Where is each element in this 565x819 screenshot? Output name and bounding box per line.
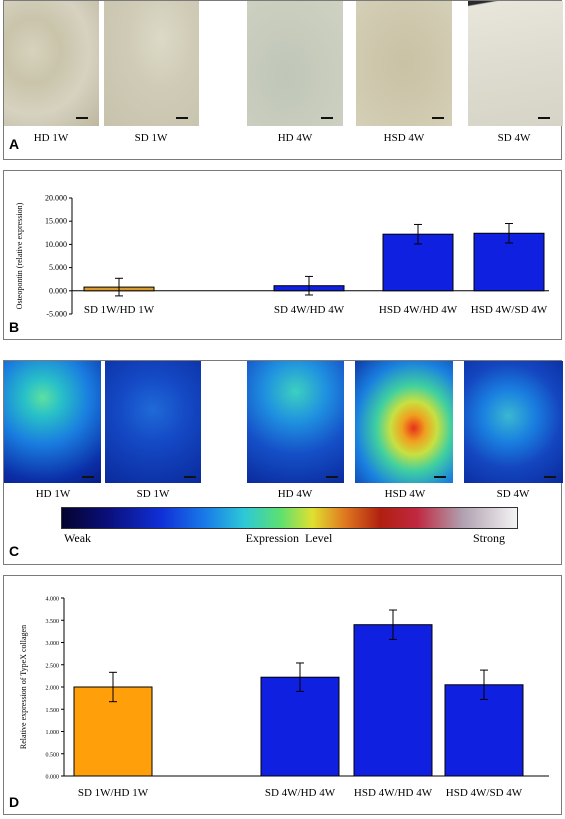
caption-hd4w: HD 4W [277,488,313,500]
caption-hsd4w: HSD 4W [384,488,426,500]
category-label: SD 4W/HD 4W [265,787,336,799]
y-tick-label: 20.000 [45,194,67,203]
category-label: SD 4W/HD 4W [274,304,345,316]
panel-d: 0.000 0.500 1.000 1.500 2.000 2.500 3.000 3.500… [3,575,562,815]
osteopontin-chart: -5.000 0.000 5.000 10.000 15.000 20.000 Osteop… [15,194,549,319]
scale-bar [82,476,94,478]
caption-sd4w: SD 4W [496,488,530,500]
y-tick-label: 3.500 [46,619,60,625]
y-tick-label: 4.000 [46,597,60,603]
y-tick-label: 1.000 [46,730,60,736]
caption-sd4w: SD 4W [497,132,531,144]
caption-hsd4w: HSD 4W [383,132,425,144]
scale-bar [432,117,444,119]
micrograph-a-sd1w [104,1,199,126]
colorbar-weak-label: Weak [64,531,92,545]
y-tick-label: 2.500 [46,663,60,669]
category-label: HSD 4W/SD 4W [446,787,523,799]
category-label: SD 1W/HD 1W [84,304,155,316]
y-tick-label: 15.000 [45,217,67,226]
heatmap-c-hsd4w [355,361,453,483]
panel-label: D [9,794,20,810]
y-axis-label: Osteopontin (relative expression) [15,202,24,309]
caption-hd1w: HD 1W [33,132,69,144]
y-tick-label: 1.500 [46,708,60,714]
heatmap-c-hd1w [4,361,101,483]
heatmap-c-sd4w [464,361,563,483]
caption-hd4w: HD 4W [277,132,313,144]
scale-bar [321,117,333,119]
micrograph-a-sd4w [468,1,563,126]
bar [473,232,545,292]
scale-bar [326,476,338,478]
panel-b: -5.000 0.000 5.000 10.000 15.000 20.000 Osteop… [3,170,562,340]
caption-sd1w: SD 1W [134,132,168,144]
scale-bar [538,117,550,119]
scale-bar [184,476,196,478]
heatmap-c-sd1w [105,361,201,483]
bar [353,624,433,777]
y-tick-label: 0.000 [46,775,60,781]
y-tick-label: 2.000 [46,686,60,692]
panel-label: A [9,136,20,152]
heatmap-c-hd4w [247,361,344,483]
category-label: SD 1W/HD 1W [78,787,149,799]
caption-sd1w: SD 1W [136,488,170,500]
micrograph-a-hd4w [247,1,343,126]
micrograph-a-hsd4w [356,1,452,126]
scale-bar [176,117,188,119]
bar [382,233,454,292]
bar [260,676,340,777]
y-axis-label: Relative expression of TypeX collagen [19,625,28,749]
panel-a: A HD 1W SD 1W HD 4W HSD 4W SD 4W [3,0,563,160]
category-label: HSD 4W/SD 4W [471,304,548,316]
y-tick-label: 10.000 [45,240,67,249]
panel-label: C [9,543,20,559]
scale-bar [76,117,88,119]
y-tick-label: 3.000 [46,641,60,647]
colorbar-strong-label: Strong [472,531,505,545]
panel-c: HD 1W SD 1W HD 4W HSD 4W SD 4W Weak Expr… [3,360,563,565]
panel-label: B [9,319,20,335]
y-tick-label: -5.000 [46,310,67,319]
category-label: HSD 4W/HD 4W [354,787,433,799]
scale-bar [434,476,446,478]
micrograph-a-hd1w [4,1,99,126]
y-tick-label: 0.500 [46,752,60,758]
y-tick-label: 0.000 [49,286,67,295]
colorbar-mid-label: Expression Level [245,531,333,545]
y-tick-label: 5.000 [49,263,67,272]
typex-collagen-chart: 0.000 0.500 1.000 1.500 2.000 2.500 3.000 3.500… [19,597,549,799]
expression-colorbar [61,507,518,529]
scale-bar [544,476,556,478]
caption-hd1w: HD 1W [35,488,71,500]
category-label: HSD 4W/HD 4W [379,304,458,316]
